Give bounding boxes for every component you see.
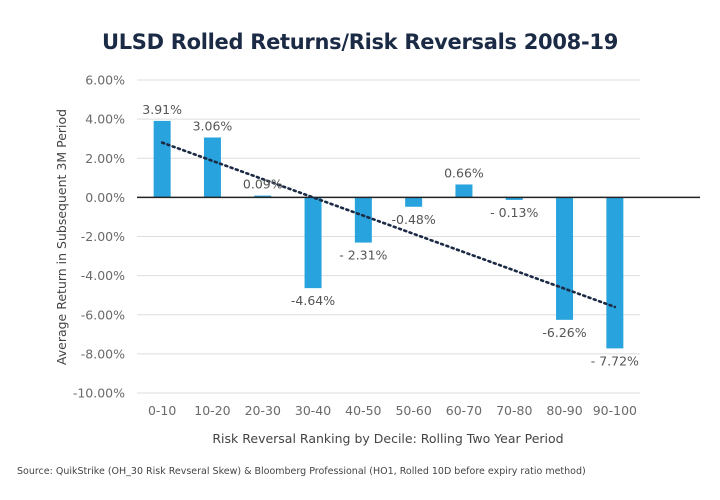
y-tick-label: -2.00%	[81, 229, 125, 244]
data-label: 3.91%	[142, 102, 182, 117]
x-tick-label: 50-60	[395, 403, 431, 418]
bar-0-10	[153, 120, 171, 198]
bar-10-20	[203, 137, 221, 198]
x-tick-label: 40-50	[345, 403, 381, 418]
bar-50-60	[405, 197, 423, 207]
bar-90-100	[606, 197, 624, 349]
y-tick-label: 4.00%	[85, 112, 125, 127]
data-label: 3.06%	[193, 119, 233, 134]
data-labels: 3.91% 3.06% 0.09% -4.64% - 2.31% -0.48% 0.66% -…	[142, 102, 639, 369]
x-tick-label: 20-30	[245, 403, 281, 418]
y-tick-label: 6.00%	[85, 73, 125, 88]
y-tick-label: -4.00%	[81, 268, 125, 283]
data-label: -4.64%	[291, 293, 335, 308]
y-tick-label: -6.00%	[81, 307, 125, 322]
data-label: - 2.31%	[339, 248, 387, 263]
x-tick-label: 60-70	[446, 403, 482, 418]
source-note: Source: QuikStrike (OH_30 Risk Revseral …	[17, 466, 586, 477]
x-tick-label: 30-40	[295, 403, 331, 418]
x-tick-label: 0-10	[148, 403, 176, 418]
bar-20-30	[254, 195, 272, 198]
y-tick-label: 0.00%	[85, 190, 125, 205]
data-label: 0.09%	[243, 177, 283, 192]
chart-title: ULSD Rolled Returns/Risk Reversals 2008-…	[101, 30, 619, 54]
bar-70-80	[505, 197, 523, 200]
x-tick-label: 10-20	[194, 403, 230, 418]
data-label: -0.48%	[392, 212, 436, 227]
data-label: - 0.13%	[490, 205, 538, 220]
data-label: - 7.72%	[591, 353, 639, 368]
data-label: -6.26%	[542, 325, 586, 340]
data-label: 0.66%	[444, 165, 484, 180]
y-axis-ticks: 6.00% 4.00% 2.00% 0.00% -2.00% -4.00% -6.00% -8…	[73, 73, 125, 401]
x-tick-label: 80-90	[546, 403, 582, 418]
y-tick-label: -8.00%	[81, 346, 125, 361]
x-tick-label: 90-100	[593, 403, 637, 418]
y-tick-label: 2.00%	[85, 151, 125, 166]
trendline	[160, 141, 617, 309]
x-axis-title: Risk Reversal Ranking by Decile: Rolling…	[212, 431, 563, 446]
y-axis-title: Average Return in Subsequent 3M Period	[54, 109, 69, 365]
x-axis-ticks: 0-10 10-20 20-30 30-40 40-50 50-60 60-70 70-80 8…	[148, 403, 637, 418]
bar-30-40	[304, 197, 322, 289]
x-tick-label: 70-80	[496, 403, 532, 418]
bar-60-70	[455, 184, 473, 198]
bar-chart: 6.00% 4.00% 2.00% 0.00% -2.00% -4.00% -6.00% -8…	[54, 73, 700, 446]
y-tick-label: -10.00%	[73, 386, 125, 401]
bar-80-90	[556, 197, 574, 320]
bar-40-50	[354, 197, 372, 243]
